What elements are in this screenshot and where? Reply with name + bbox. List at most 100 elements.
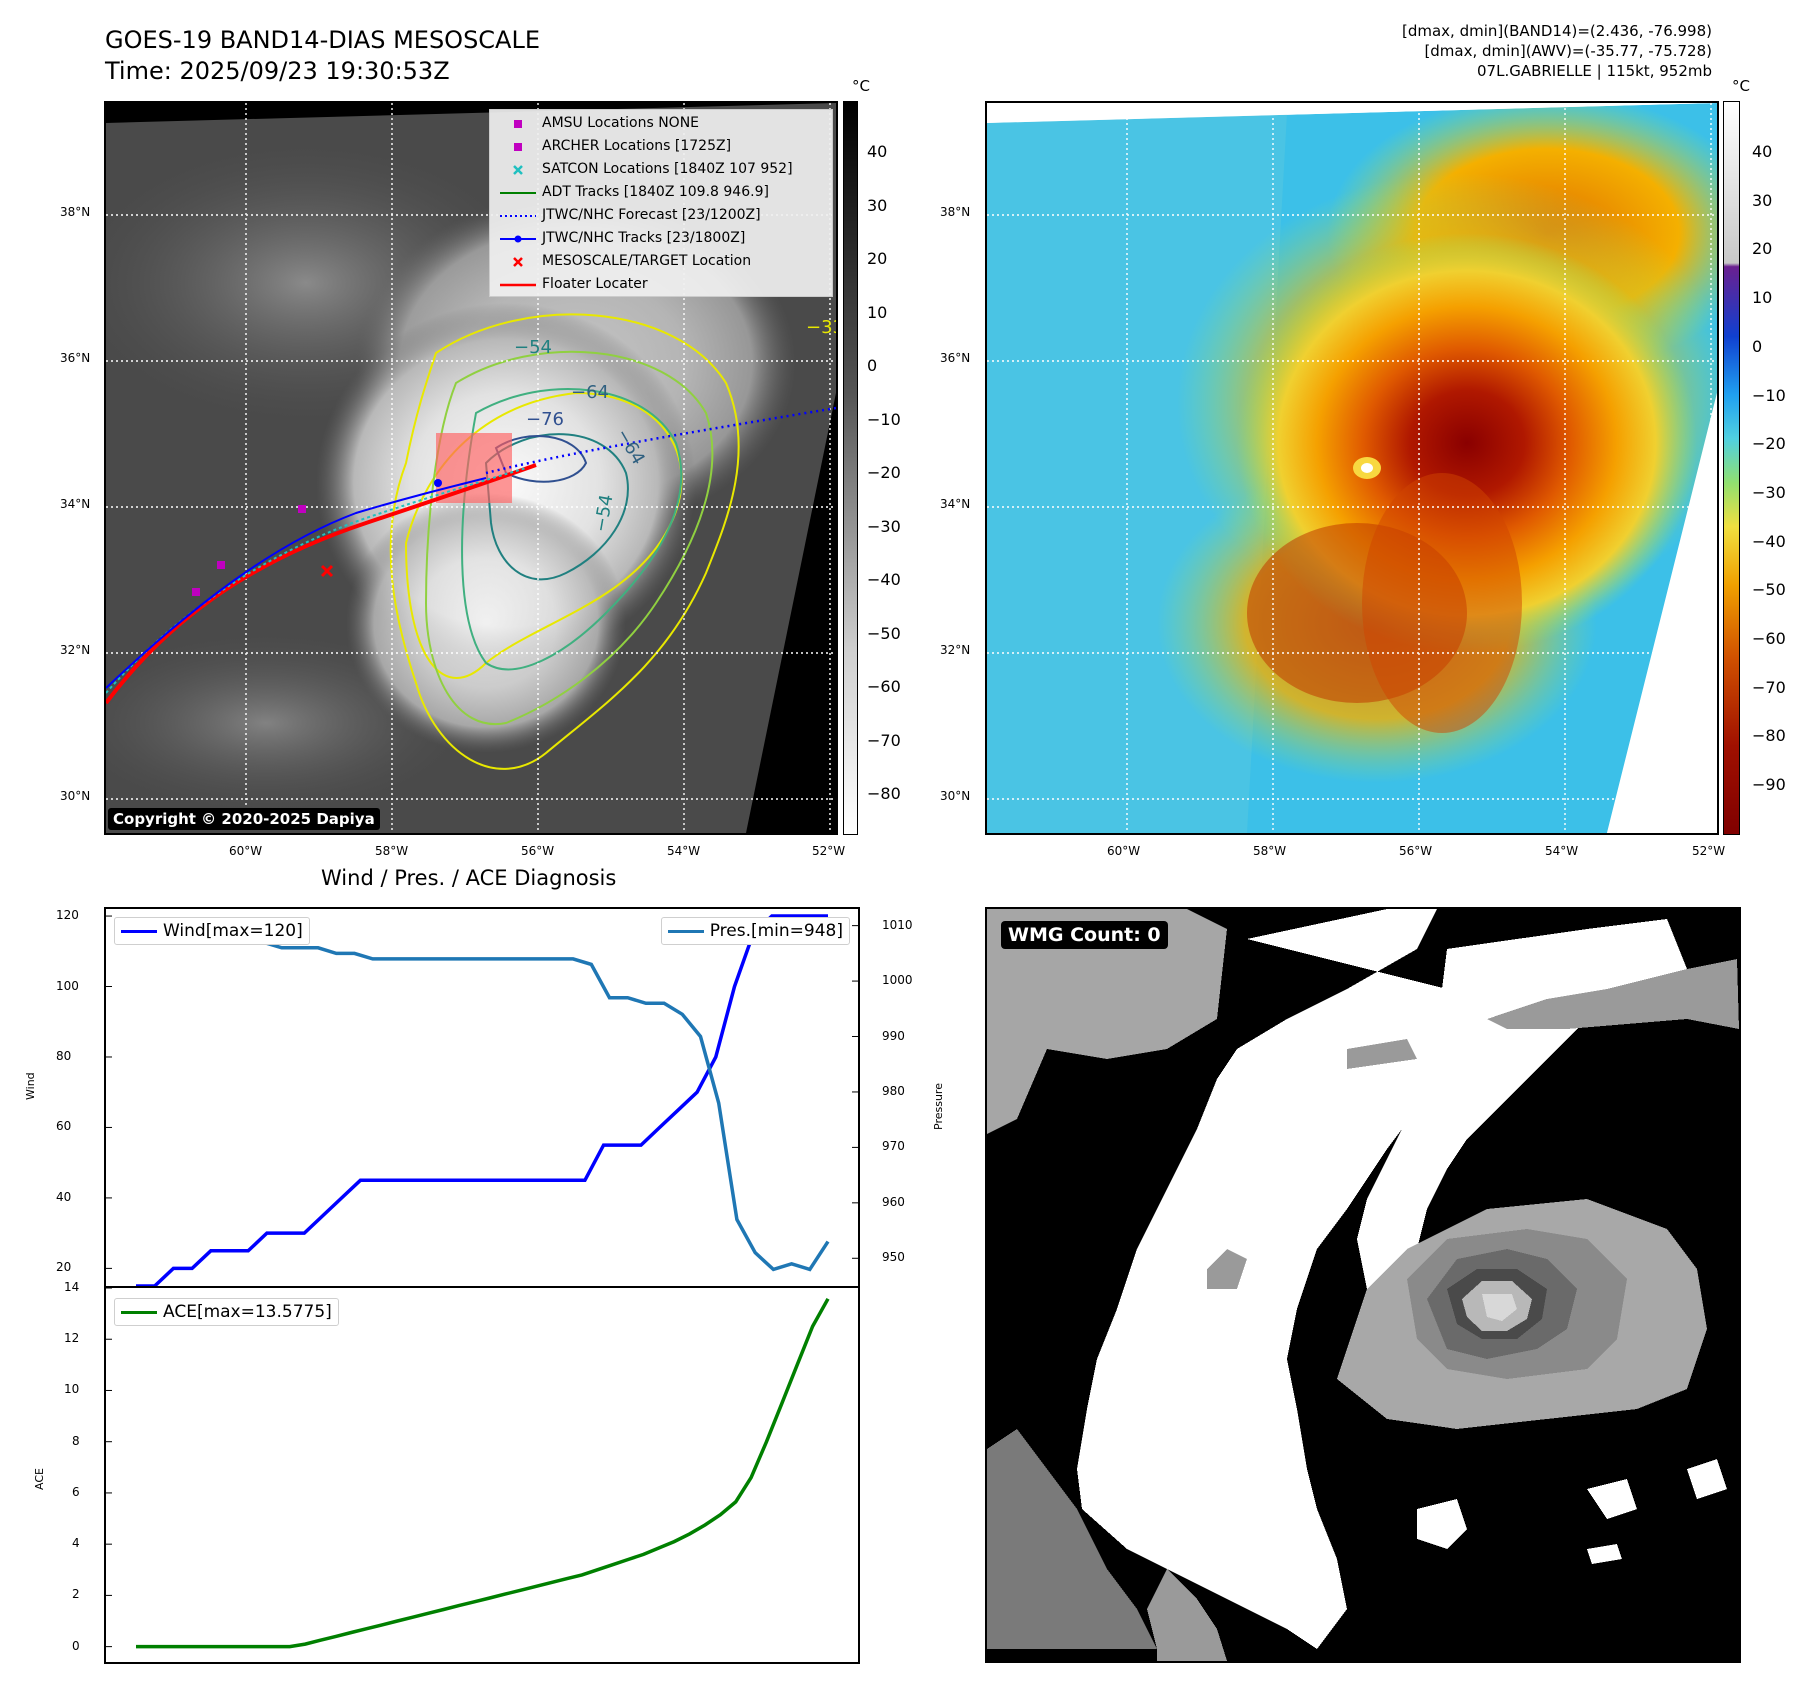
gray-colorbar-tick: −70 — [867, 730, 901, 750]
color-colorbar-tick: 30 — [1752, 190, 1773, 210]
ace-tick-label: 8 — [72, 1433, 80, 1448]
pressure-tick-label: 1000 — [882, 973, 913, 988]
ace-tick-label: 2 — [72, 1587, 80, 1602]
gray-colorbar-tick: −50 — [867, 623, 901, 643]
color-colorbar-tick: −50 — [1752, 580, 1786, 600]
ace-panel: ACE[max=13.5775] — [104, 1286, 860, 1664]
wind-pressure-panel: Wind[max=120] Pres.[min=948] — [104, 907, 860, 1288]
lon-label: 52°W — [1692, 844, 1726, 858]
gray-colorbar-tick: −40 — [867, 570, 901, 589]
pressure-tick-label: 960 — [882, 1194, 905, 1209]
storm-info: 07L.GABRIELLE | 115kt, 952mb — [1477, 62, 1712, 80]
pressure-line — [136, 923, 830, 1272]
lon-label: 56°W — [1399, 844, 1433, 858]
color-colorbar-unit: °C — [1732, 77, 1750, 95]
jtwc-forecast-line — [485, 406, 836, 475]
map-legend: AMSU Locations NONE ARCHER Locations [17… — [489, 109, 833, 297]
color-colorbar-tick: −40 — [1752, 531, 1786, 551]
lon-label: 52°W — [812, 844, 846, 858]
lat-label: 34°N — [940, 497, 971, 511]
lat-label: 38°N — [940, 205, 971, 219]
pressure-tick-label: 950 — [882, 1250, 905, 1265]
ace-tick-label: 10 — [64, 1382, 80, 1397]
contour-label: −76 — [526, 409, 564, 430]
lat-label: 34°N — [60, 497, 91, 511]
color-colorbar-tick: 10 — [1752, 288, 1773, 308]
ace-tick-label: 4 — [72, 1536, 80, 1551]
chart-timestamp: Time: 2025/09/23 19:30:53Z — [105, 57, 450, 85]
gray-colorbar-tick: 20 — [867, 249, 888, 268]
lon-label: 60°W — [1107, 844, 1141, 858]
lon-label: 60°W — [229, 844, 263, 858]
lon-label: 58°W — [375, 844, 409, 858]
lat-label: 30°N — [940, 789, 971, 803]
gray-colorbar-tick: −20 — [867, 463, 901, 482]
awv-range: [dmax, dmin](AWV)=(-35.77, -75.728) — [1424, 42, 1712, 60]
ace-legend: ACE[max=13.5775] — [114, 1298, 339, 1326]
lat-label: 36°N — [60, 351, 91, 365]
wind-legend: Wind[max=120] — [114, 917, 310, 945]
lat-label: 38°N — [60, 205, 91, 219]
color-colorbar-tick: −90 — [1752, 775, 1786, 795]
ace-tick-label: 6 — [72, 1484, 80, 1499]
lon-label: 54°W — [667, 844, 701, 858]
copyright-notice: Copyright © 2020-2025 Dapiya — [108, 808, 380, 830]
wind-tick-label: 20 — [56, 1260, 72, 1275]
color-colorbar-tick: 0 — [1752, 336, 1763, 356]
lon-label: 58°W — [1253, 844, 1287, 858]
color-colorbar — [1723, 101, 1740, 835]
ace-tick-label: 0 — [72, 1638, 80, 1653]
contour-label: −33 — [806, 317, 836, 338]
color-colorbar-tick: −70 — [1752, 677, 1786, 697]
wind-tick-label: 80 — [56, 1048, 72, 1063]
gray-colorbar-unit: °C — [852, 77, 870, 95]
gray-colorbar-tick: 30 — [867, 195, 888, 215]
color-colorbar-tick: 40 — [1752, 142, 1773, 161]
wind-tick-label: 60 — [56, 1119, 72, 1134]
ir-color-map — [985, 101, 1719, 835]
gray-colorbar — [843, 101, 858, 835]
jtwc-track-line — [106, 477, 487, 689]
ace-plot — [106, 1288, 830, 1649]
wind-axis-label: Wind — [24, 1072, 37, 1100]
diagnosis-title: Wind / Pres. / ACE Diagnosis — [321, 866, 617, 890]
wind-tick-label: 120 — [56, 908, 79, 923]
color-colorbar-tick: 20 — [1752, 239, 1773, 259]
color-enhanced-image — [987, 103, 1717, 833]
ace-axis-label: ACE — [33, 1468, 46, 1490]
gray-colorbar-tick: −80 — [867, 784, 901, 803]
pressure-legend-swatch — [667, 929, 704, 933]
gray-colorbar-tick: −10 — [867, 409, 901, 429]
wmg-panel: WMG Count: 0 — [985, 907, 1741, 1663]
pressure-axis-label: Pressure — [932, 1083, 945, 1130]
ace-tick-label: 14 — [64, 1280, 80, 1294]
contour-label: −64 — [571, 382, 609, 403]
ace-line — [136, 1297, 830, 1649]
wind-line — [136, 914, 828, 1286]
ace-tick-label: 12 — [64, 1331, 80, 1346]
pressure-tick-label: 1010 — [882, 917, 913, 932]
wind-tick-label: 100 — [56, 978, 79, 993]
color-colorbar-tick: −30 — [1752, 482, 1786, 502]
lat-label: 32°N — [940, 643, 971, 657]
gray-colorbar-tick: −60 — [867, 677, 901, 696]
color-colorbar-tick: −60 — [1752, 629, 1786, 648]
pressure-legend: Pres.[min=948] — [660, 917, 850, 945]
band14-range: [dmax, dmin](BAND14)=(2.436, -76.998) — [1401, 22, 1712, 40]
pressure-tick-label: 970 — [882, 1139, 905, 1154]
color-colorbar-tick: −20 — [1752, 434, 1786, 454]
gray-colorbar-tick: 10 — [867, 302, 888, 322]
wind-legend-swatch — [121, 929, 157, 933]
wmg-count-badge: WMG Count: 0 — [1001, 921, 1168, 949]
lon-label: 56°W — [521, 844, 555, 858]
color-colorbar-tick: −80 — [1752, 726, 1786, 746]
gray-colorbar-tick: 40 — [867, 142, 888, 161]
gray-colorbar-tick: 0 — [867, 356, 878, 375]
ir-grayscale-map: −76 −54 −64 −64 −54 −33 AMSU Locations N… — [104, 101, 838, 835]
chart-title: GOES-19 BAND14-DIAS MESOSCALE — [105, 26, 541, 54]
ace-legend-swatch — [121, 1310, 157, 1314]
pressure-tick-label: 990 — [882, 1028, 905, 1043]
pressure-tick-label: 980 — [882, 1083, 905, 1098]
wind-tick-label: 40 — [56, 1189, 72, 1204]
lon-label: 54°W — [1545, 844, 1579, 858]
